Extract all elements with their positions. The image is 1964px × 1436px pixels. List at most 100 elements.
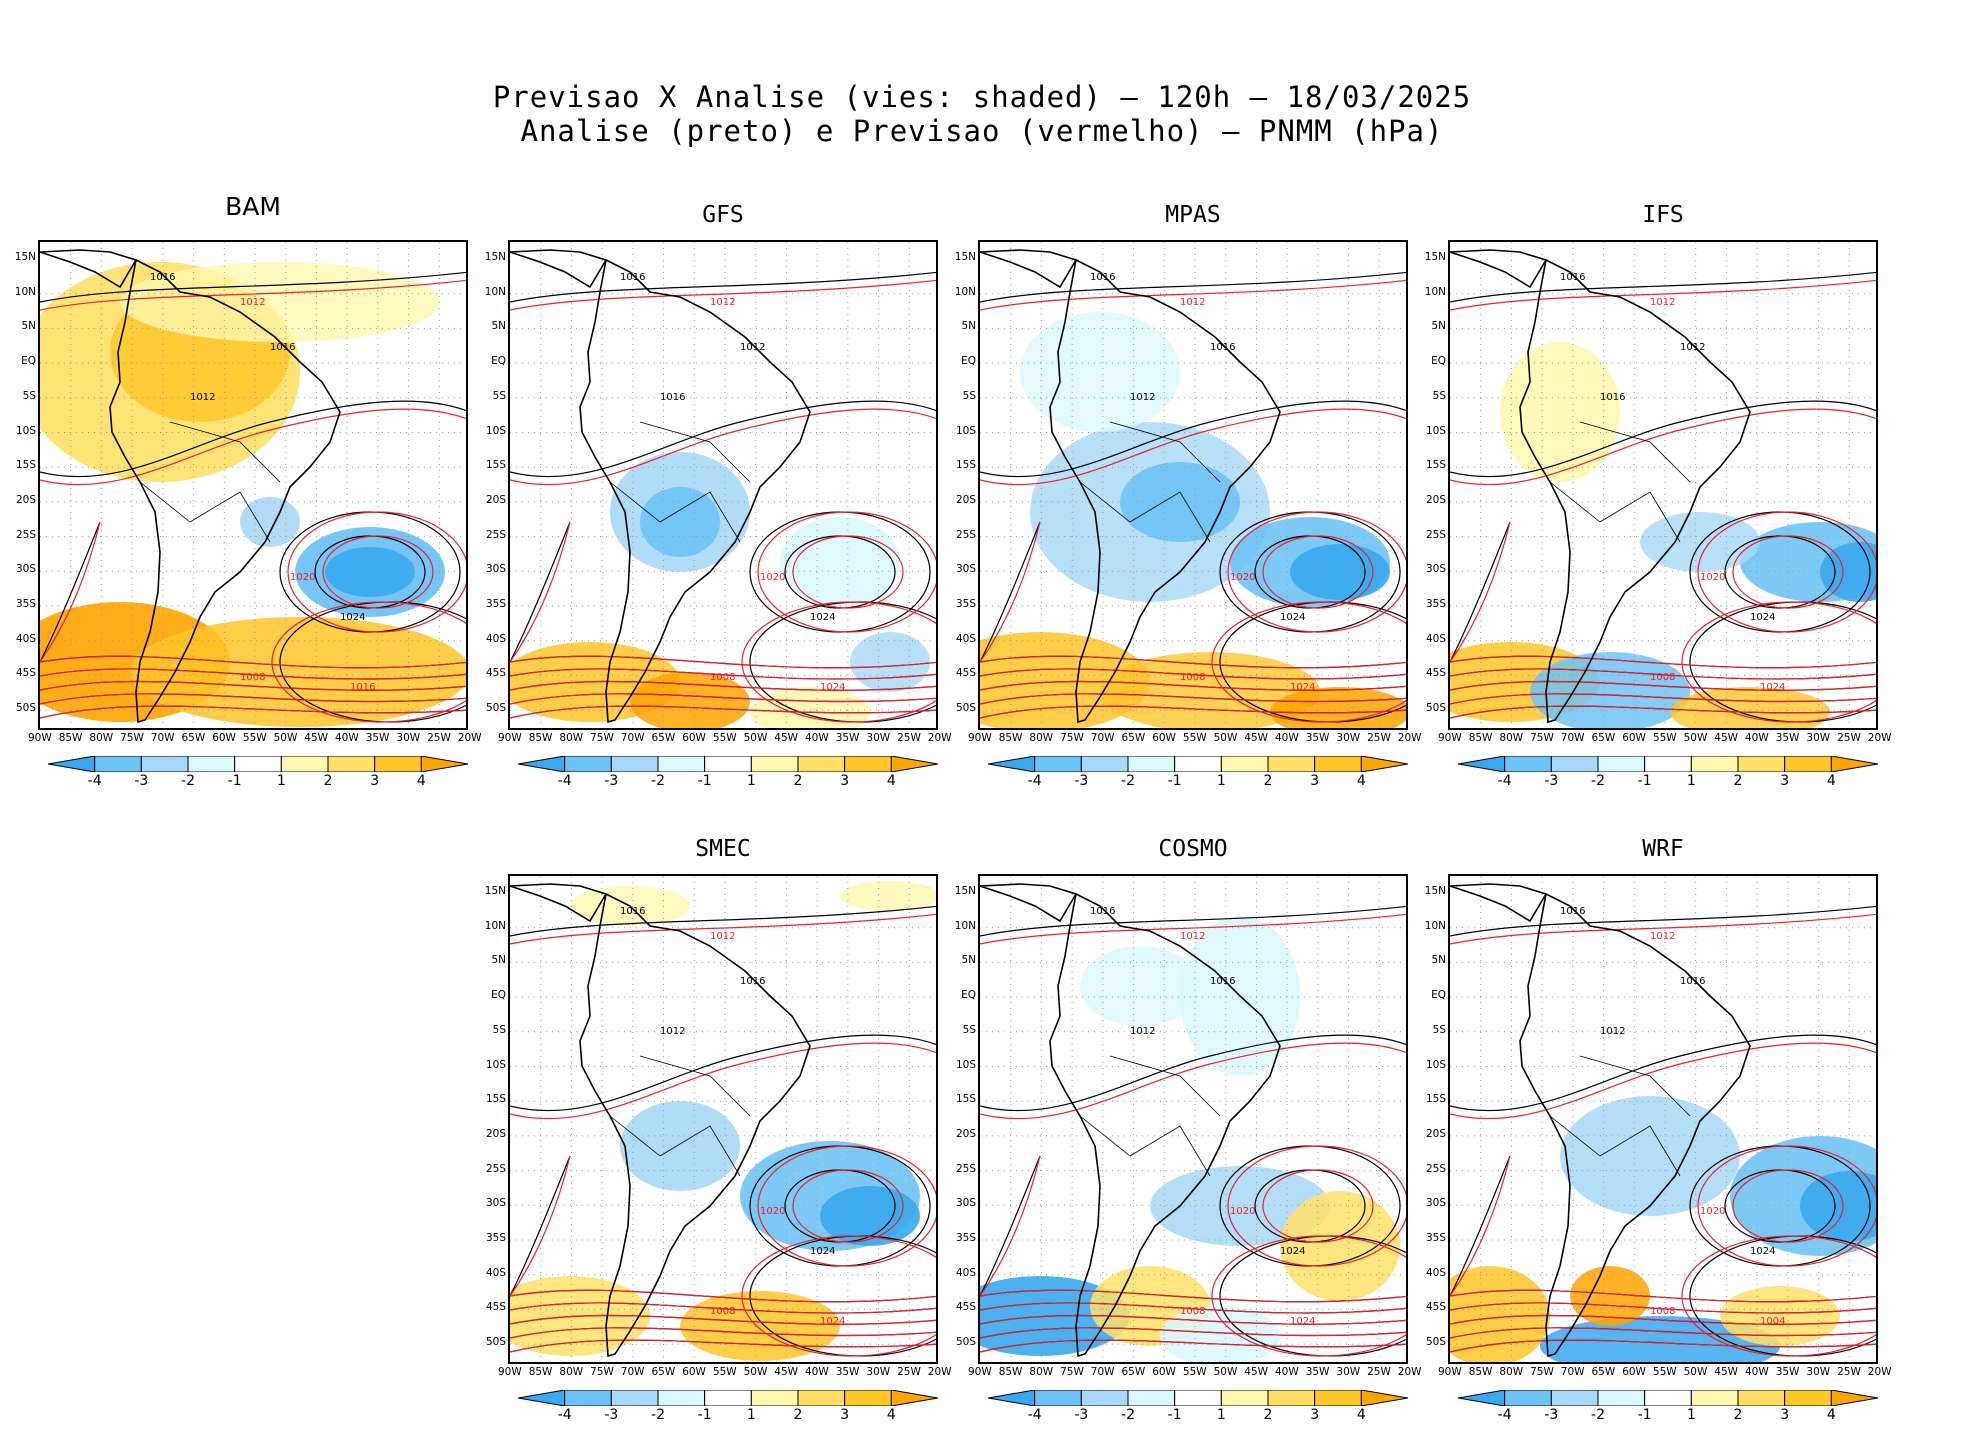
bias-field [40,242,466,728]
lon-tick-label: 25W [1367,1366,1391,1378]
contour-label: 1024 [820,1316,846,1327]
colorbar-tick-label: -4 [1027,1407,1042,1423]
lon-tick-label: 50W [1213,732,1238,744]
lat-tick-label: 10N [484,919,506,932]
lat-tick-label: 5N [961,320,976,333]
colorbar-tick-label: 4 [886,1407,896,1423]
colorbar: -4 -3 -2 -1 1 2 3 4 [48,756,468,796]
contour-label: 1012 [1650,297,1676,308]
bias-field [980,242,1406,728]
lon-tick-label: 60W [682,732,706,744]
colorbar-tick-label: -2 [651,773,665,789]
lat-tick-label: 40S [955,1266,976,1279]
lat-tick-label: 20S [485,1127,506,1140]
lat-tick-label: 35S [955,598,976,610]
colorbar-tick-label: 2 [323,773,333,789]
lon-tick-label: 70W [620,732,645,744]
contour-label: 1020 [1230,1206,1256,1217]
lat-tick-label: 30S [1425,563,1446,576]
colorbar-tick-label: 3 [370,773,380,789]
lon-tick-label: 40W [1745,1366,1769,1378]
lat-tick-label: 20S [15,493,36,506]
lon-tick-label: 85W [1468,732,1493,744]
lon-tick-label: 75W [590,732,614,744]
lon-tick-label: 45W [1244,1366,1269,1378]
lat-tick-label: 5S [1432,389,1446,402]
contour-label: 1016 [150,272,176,283]
lat-tick-label: 30S [1425,1197,1446,1210]
colorbar-tick-label: -3 [604,1407,619,1423]
lat-tick-label: 15N [14,251,36,263]
contour-label: 1024 [1750,1246,1776,1257]
lat-tick-label: 10S [485,424,506,437]
lat-tick-label: 10S [1425,424,1446,437]
colorbar-tick-label: -3 [1074,773,1089,789]
lat-tick-label: 10S [1425,1058,1446,1071]
lon-tick-label: 30W [1336,1366,1361,1378]
contour-label: 1016 [1090,906,1116,917]
lon-tick-label: 40W [1275,732,1299,744]
lon-tick-label: 25W [1837,1366,1861,1378]
colorbar-tick-label: -2 [181,773,195,789]
lat-tick-label: 15S [485,1093,506,1106]
colorbar-tick-label: -4 [557,773,572,789]
contour-label: 1016 [1090,272,1116,283]
colorbar-tick-label: 1 [1686,773,1696,789]
colorbar-tick-label: 2 [793,1407,803,1423]
lat-tick-label: EQ [1431,989,1446,1002]
lon-tick-label: 35W [835,732,860,744]
colorbar-tick-label: 3 [1780,773,1790,789]
lon-tick-label: 45W [774,732,799,744]
lon-tick-label: 85W [528,732,553,744]
lon-tick-label: 55W [712,1366,737,1378]
lon-tick-label: 50W [1683,1366,1708,1378]
contour-label: 1020 [1700,1206,1726,1217]
lat-tick-label: 10S [15,424,36,437]
lon-tick-label: 65W [1591,1366,1616,1378]
lat-tick-label: 25S [955,1162,976,1175]
lon-tick-label: 75W [1530,732,1554,744]
lon-tick-label: 90W [498,1366,522,1378]
colorbar-tick-label: 1 [1216,773,1226,789]
lat-tick-label: 40S [1425,1266,1446,1279]
colorbar-tick-label: -4 [87,773,102,789]
contour-label: 1016 [620,272,646,283]
lon-tick-label: 55W [242,732,267,744]
lon-tick-label: 85W [998,732,1023,744]
colorbar-tick-label: -1 [1167,773,1182,789]
contour-label: 1016 [1560,906,1586,917]
colorbar-tick-label: -2 [1591,773,1605,789]
colorbar-tick-label: -1 [1167,1407,1182,1423]
lat-tick-label: 10N [954,285,976,298]
contour-label: 1024 [1280,1246,1306,1257]
contour-label: 1008 [240,672,266,683]
lon-tick-label: 45W [304,732,329,744]
lon-tick-label: 85W [998,1366,1023,1378]
lat-tick-label: 5S [22,389,36,402]
lon-tick-label: 30W [866,1366,891,1378]
lat-tick-label: 15S [955,1093,976,1106]
lat-tick-label: 45S [955,667,976,680]
lon-tick-label: 80W [1029,732,1054,744]
lon-tick-label: 30W [1806,1366,1831,1378]
lat-tick-label: 15S [485,459,506,472]
lon-tick-label: 30W [1806,732,1831,744]
lon-tick-label: 60W [1152,1366,1176,1378]
colorbar: -4 -3 -2 -1 1 2 3 4 [1458,756,1878,796]
contour-label: 1016 [660,392,686,403]
lat-tick-label: 5S [962,1023,976,1036]
colorbar-tick-label: 1 [746,773,756,789]
lat-tick-label: 25S [485,528,506,541]
lon-tick-label: 35W [1305,732,1330,744]
lon-tick-label: 80W [559,1366,584,1378]
lat-tick-label: 5N [491,954,506,967]
lon-tick-label: 25W [897,732,921,744]
lat-tick-label: 5N [1431,320,1446,333]
lat-tick-label: 30S [15,563,36,576]
contour-label: 1020 [760,572,786,583]
colorbar-tick-label: 1 [1216,1407,1226,1423]
colorbar-tick-label: -3 [1544,1407,1559,1423]
bias-field [510,876,936,1362]
colorbar: -4 -3 -2 -1 1 2 3 4 [518,756,938,796]
lat-tick-label: EQ [1431,355,1446,368]
